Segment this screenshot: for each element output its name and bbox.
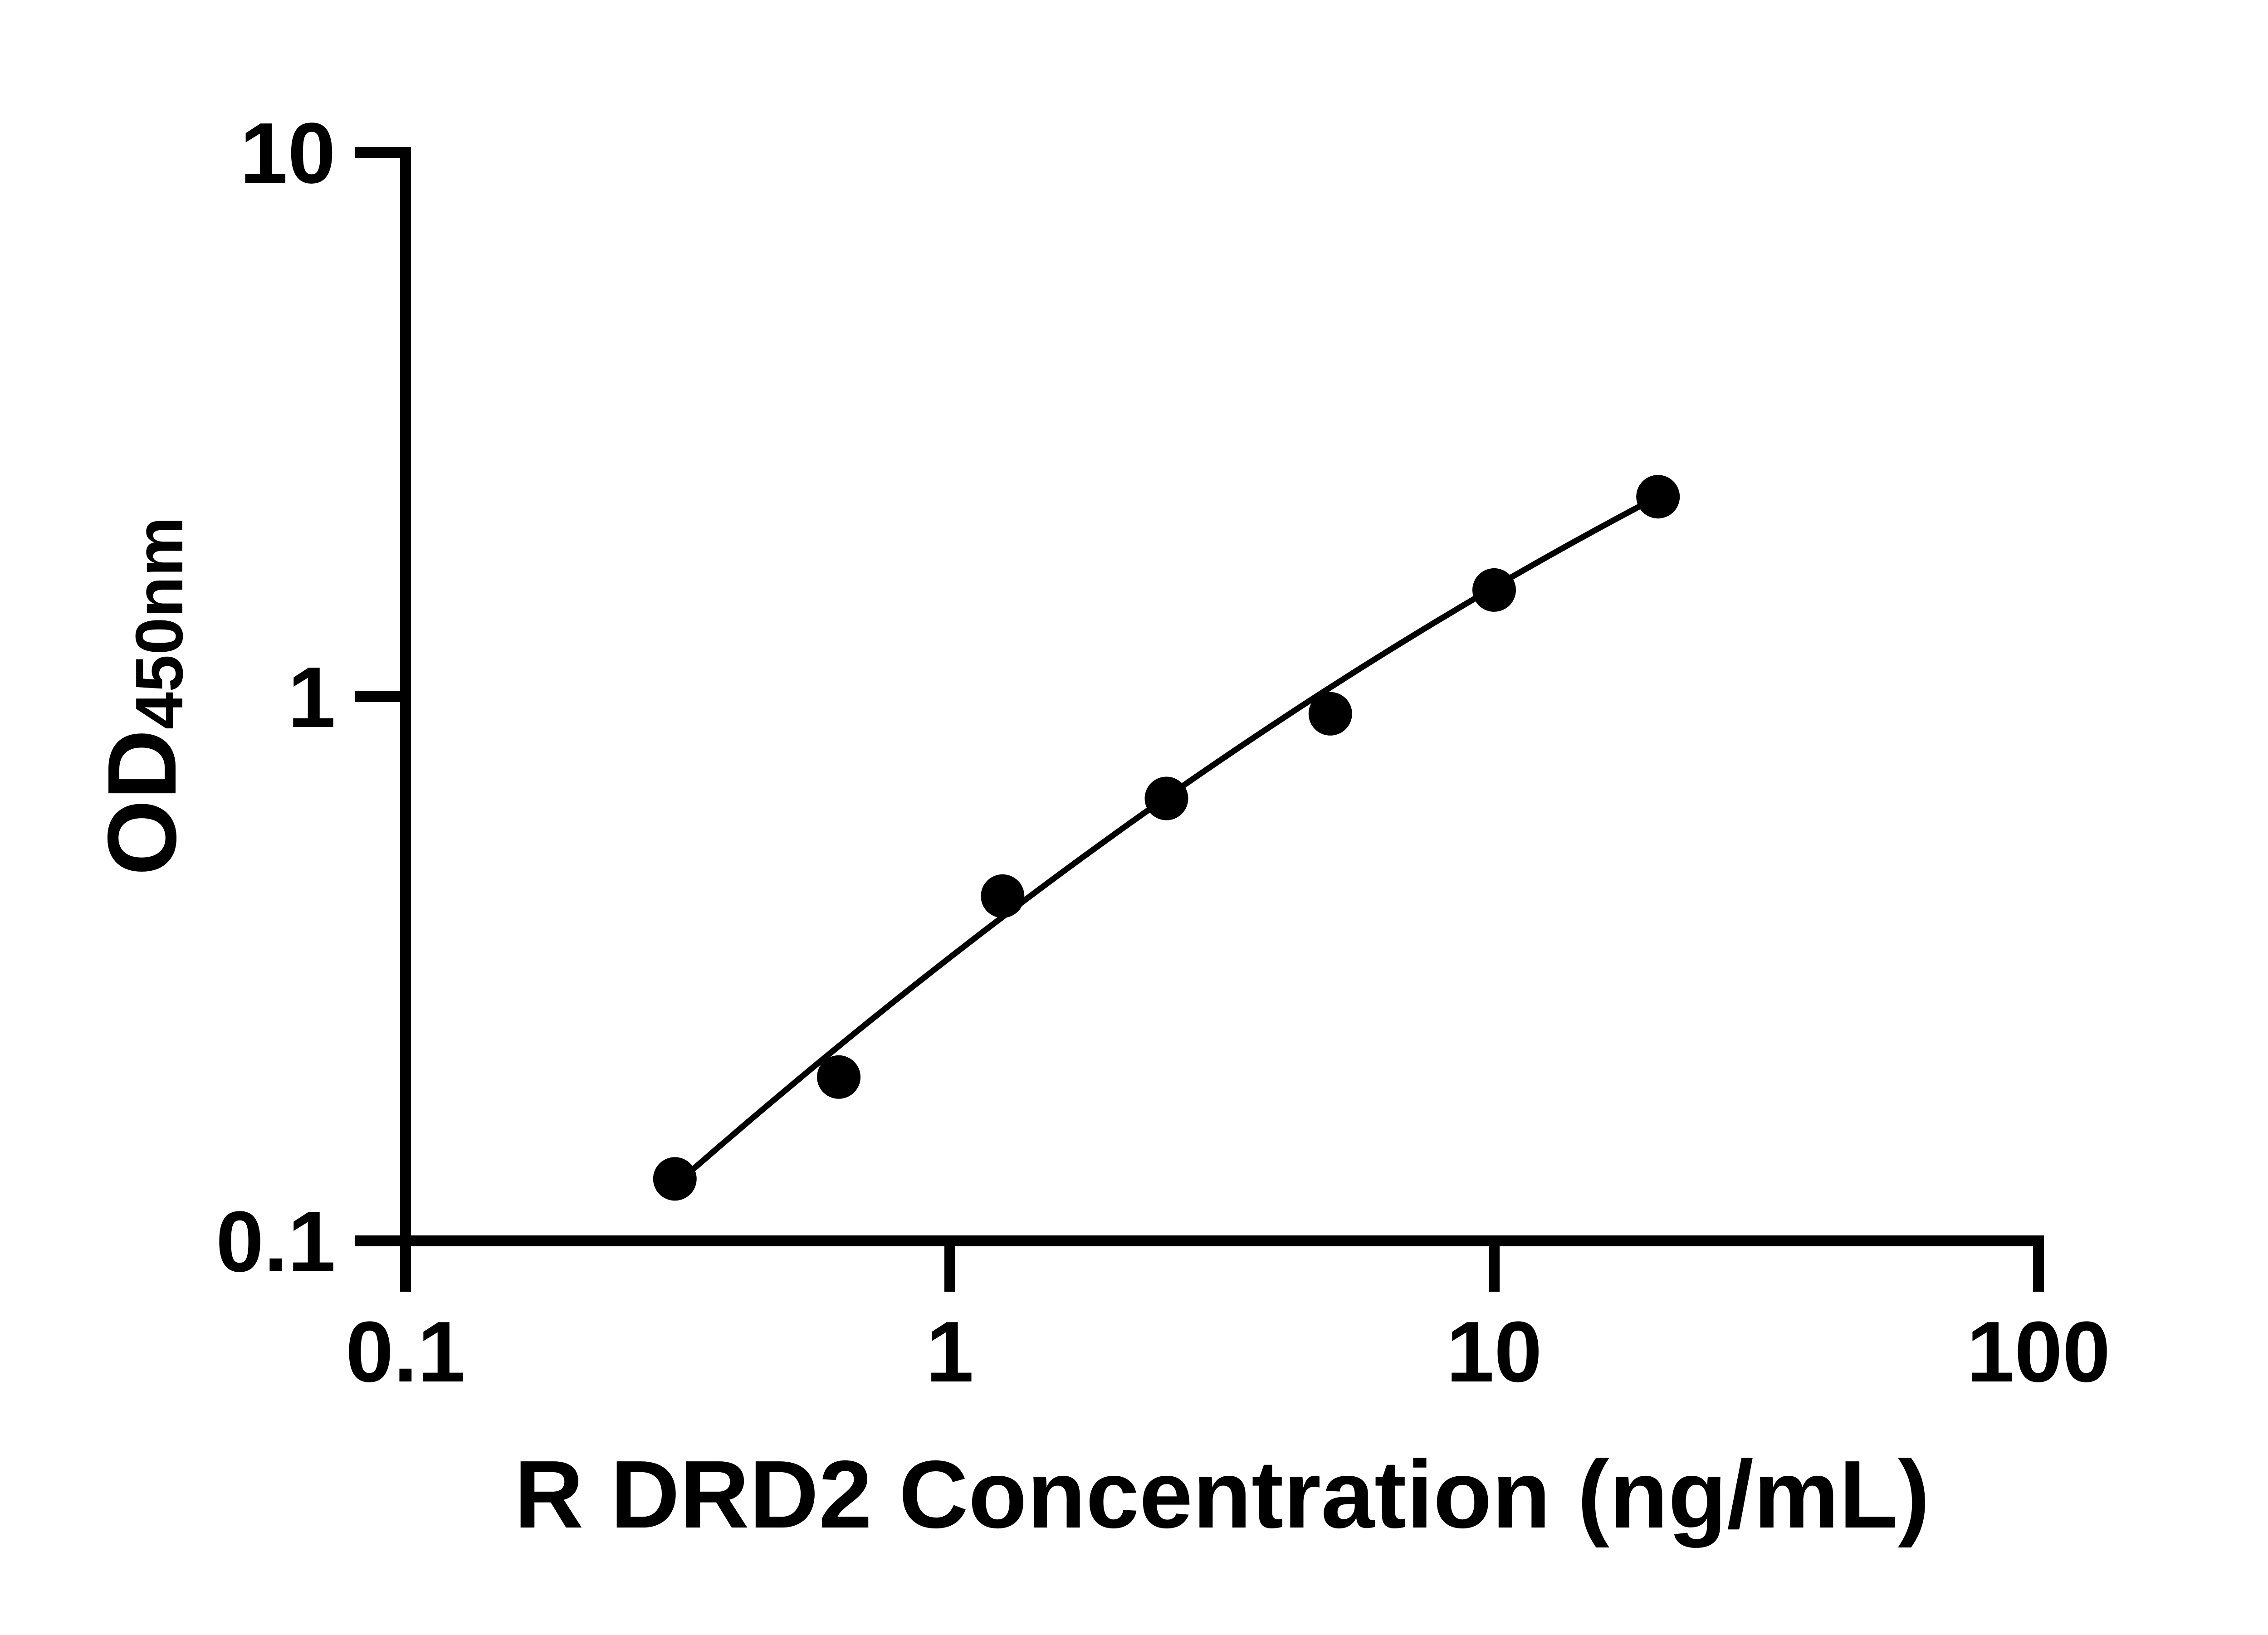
y-axis-title-main: OD	[87, 729, 196, 876]
y-axis-title: OD450nm	[87, 517, 197, 875]
data-points-layer	[653, 475, 1680, 1201]
x-axis-title: R DRD2 Concentration (ng/mL)	[514, 1440, 1930, 1548]
x-tick-label: 1	[926, 1304, 974, 1400]
x-tick-label: 0.1	[346, 1304, 465, 1400]
data-point	[1144, 776, 1188, 820]
data-point	[653, 1157, 697, 1201]
y-tick-label: 1	[288, 649, 336, 746]
y-axis-title-subscript: 450nm	[122, 517, 197, 729]
y-tick-label: 0.1	[216, 1194, 336, 1290]
data-point	[981, 874, 1025, 918]
data-point	[1308, 692, 1352, 736]
y-tick-label: 10	[240, 105, 336, 201]
data-point	[1636, 475, 1680, 519]
data-point	[817, 1055, 861, 1099]
x-tick-label: 100	[1966, 1304, 2110, 1400]
x-tick-label: 10	[1446, 1304, 1542, 1400]
data-point	[1472, 568, 1516, 612]
axes	[355, 147, 2044, 1292]
tick-labels-layer: 0.1 1 10 100 0.1 1 10	[216, 105, 2111, 1400]
